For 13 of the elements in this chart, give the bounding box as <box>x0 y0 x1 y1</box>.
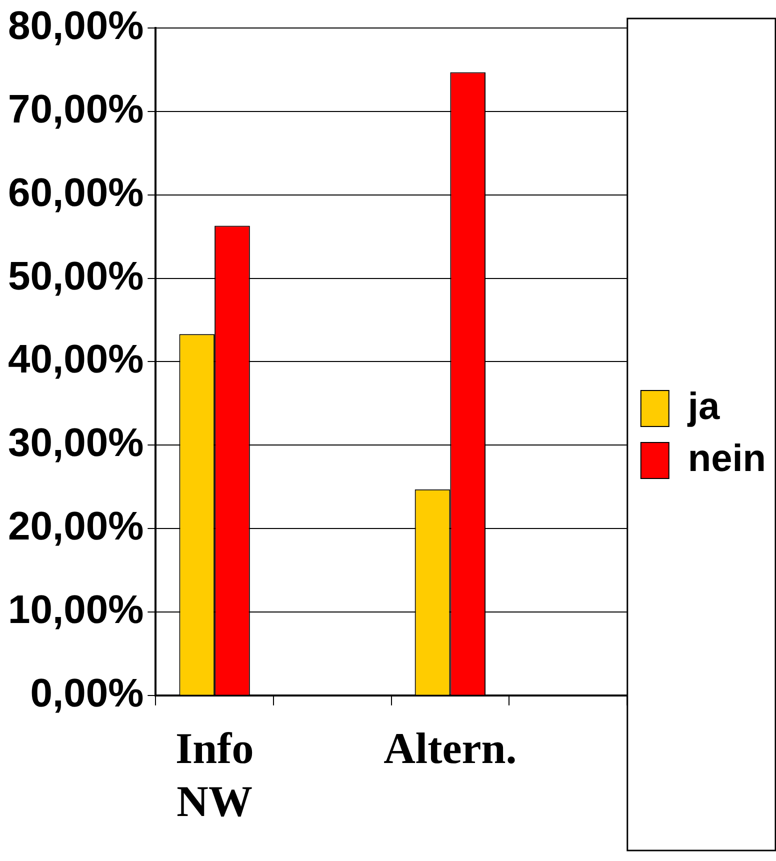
y-tick-label: 40,00% <box>8 338 144 382</box>
x-tick-label: Altern. <box>384 724 517 774</box>
y-tick-label: 50,00% <box>8 254 144 298</box>
y-tick-label: 20,00% <box>8 504 144 549</box>
x-tick-label: Info NW <box>175 724 254 826</box>
y-tick-label: 80,00% <box>8 4 144 48</box>
y-tick-label: 0,00% <box>30 671 144 716</box>
y-tick-label: 30,00% <box>8 421 144 466</box>
legend-label: ja <box>686 386 720 428</box>
y-tick-label: 70,00% <box>8 87 144 132</box>
y-tick-label: 60,00% <box>8 170 144 215</box>
legend-label: nein <box>688 438 766 480</box>
y-tick-label: 10,00% <box>8 588 144 632</box>
